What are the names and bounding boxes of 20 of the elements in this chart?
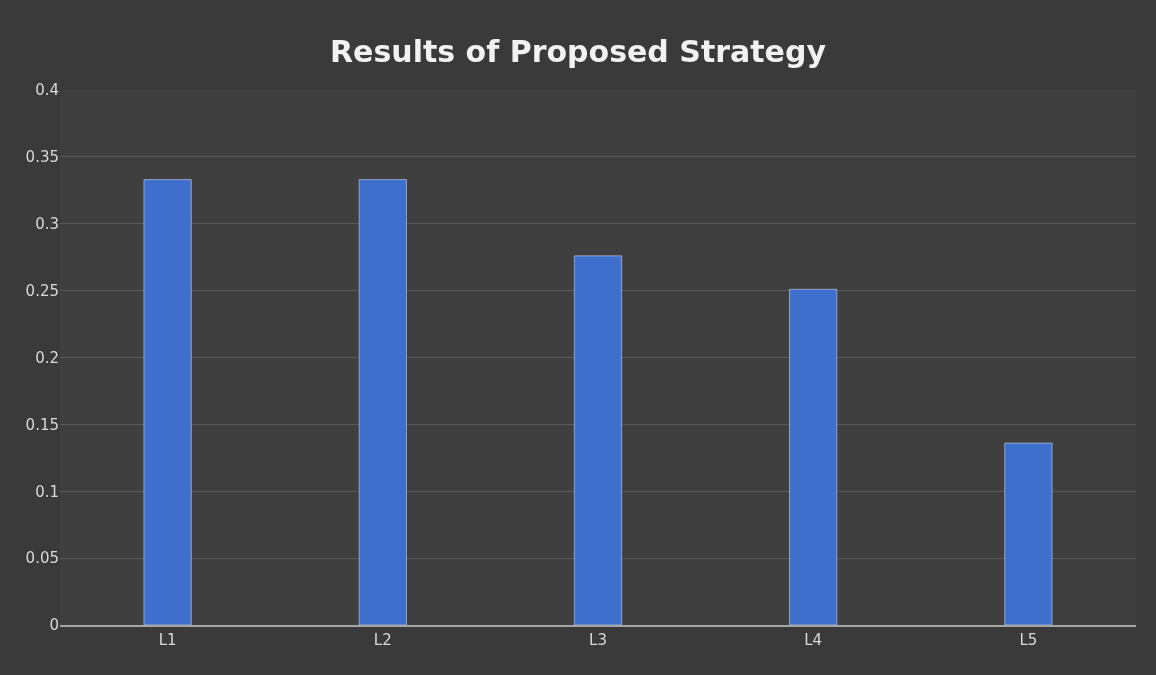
y-tick-label: 0.35	[25, 148, 59, 167]
chart-title: Results of Proposed Strategy	[330, 33, 827, 69]
bar	[574, 255, 622, 625]
x-tick-label: L5	[1019, 631, 1038, 649]
x-tick-label: L4	[804, 631, 823, 649]
bar	[143, 179, 192, 625]
y-tick-label: 0.1	[35, 482, 59, 501]
bar	[358, 179, 407, 625]
x-tick-label: L3	[589, 631, 607, 649]
y-tick-label: 0.2	[35, 348, 59, 367]
y-tick-label: 0.4	[35, 81, 59, 100]
y-tick-label: 0.3	[35, 215, 59, 233]
y-tick-label: 0	[49, 616, 59, 635]
x-tick-label: L1	[158, 631, 177, 649]
x-tick-label: L2	[373, 631, 392, 649]
bar	[1004, 442, 1053, 625]
bar	[789, 289, 838, 625]
y-tick-label: 0.05	[25, 549, 59, 568]
y-tick-label: 0.15	[25, 415, 59, 434]
y-tick-label: 0.25	[25, 281, 59, 300]
